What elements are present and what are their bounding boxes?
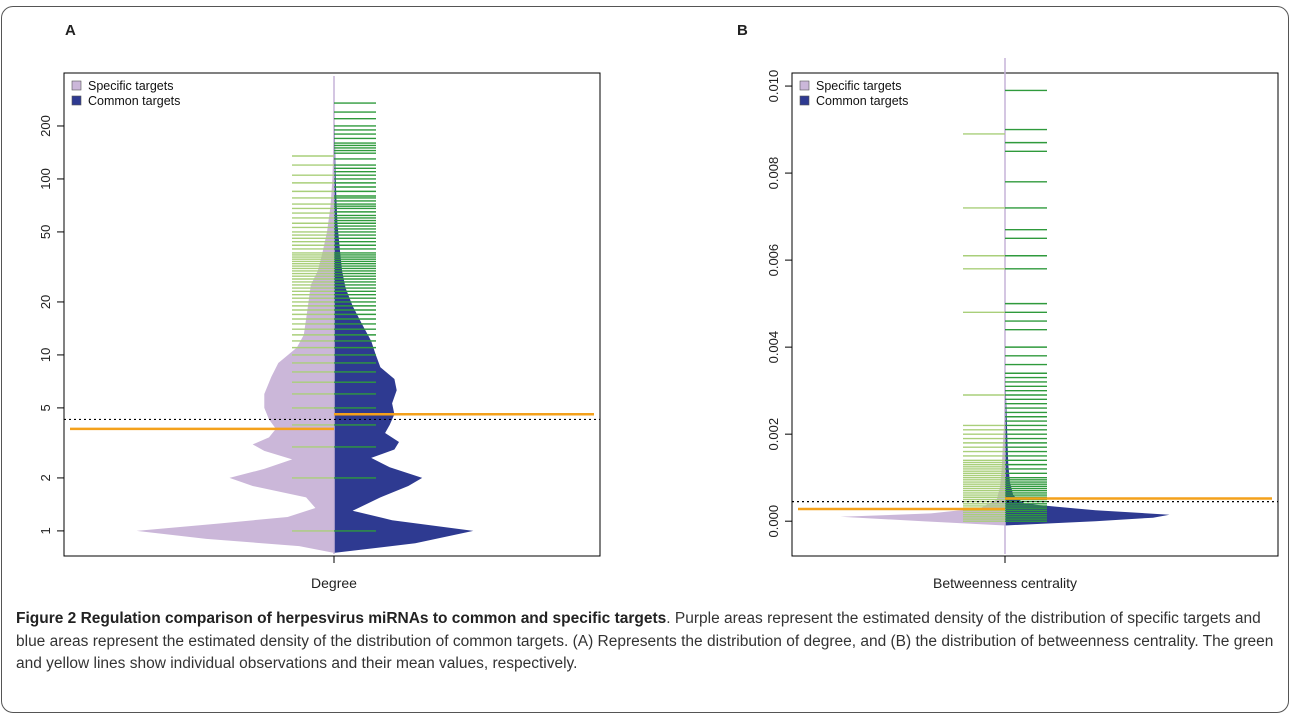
y-tick-label: 50 [38, 225, 53, 239]
legend-swatch-specific [799, 80, 810, 91]
specific-density-area [136, 115, 334, 553]
betweenness-beanplot: 0.000 0.002 0.004 0.006 0.008 0.010 Betweennes… [766, 58, 1279, 591]
y-tick-label: 10 [38, 348, 53, 362]
plot-frame [63, 72, 601, 557]
panel-b-letter: B [737, 22, 748, 39]
x-axis-label: Degree [311, 575, 357, 591]
y-tick-label: 2 [38, 474, 53, 481]
y-tick-label: 0.002 [766, 418, 781, 451]
plot-frame [791, 72, 1279, 557]
legend-swatch-common [71, 95, 82, 106]
common-density-area [334, 105, 474, 553]
y-tick-label: 5 [38, 404, 53, 411]
panel-a-letter: A [65, 22, 76, 39]
legend-label-common: Common targets [816, 94, 908, 108]
y-tick-label: 0.006 [766, 244, 781, 277]
legend-swatch-specific [71, 80, 82, 91]
x-axis-label: Betweenness centrality [933, 575, 1077, 591]
legend-label-specific: Specific targets [816, 79, 901, 93]
y-tick-label: 0.004 [766, 331, 781, 364]
y-tick-label: 0.000 [766, 505, 781, 538]
figure-frame [1, 6, 1289, 713]
caption-body: . Purple areas represent the estimated d… [16, 610, 1274, 672]
caption-title: Figure 2 Regulation comparison of herpes… [16, 610, 667, 627]
legend-swatch-common [799, 95, 810, 106]
legend-label-specific: Specific targets [88, 79, 173, 93]
legend-label-common: Common targets [88, 94, 180, 108]
y-tick-label: 20 [38, 295, 53, 309]
y-tick-label: 0.008 [766, 157, 781, 190]
y-tick-label: 1 [38, 527, 53, 534]
y-tick-label: 100 [38, 168, 53, 190]
figure-caption: Figure 2 Regulation comparison of herpes… [16, 608, 1278, 676]
degree-beanplot: 1 2 5 10 20 50 100 200 Degree Specific targetsCom… [38, 72, 601, 591]
y-tick-label: 0.010 [766, 70, 781, 103]
y-tick-label: 200 [38, 115, 53, 137]
